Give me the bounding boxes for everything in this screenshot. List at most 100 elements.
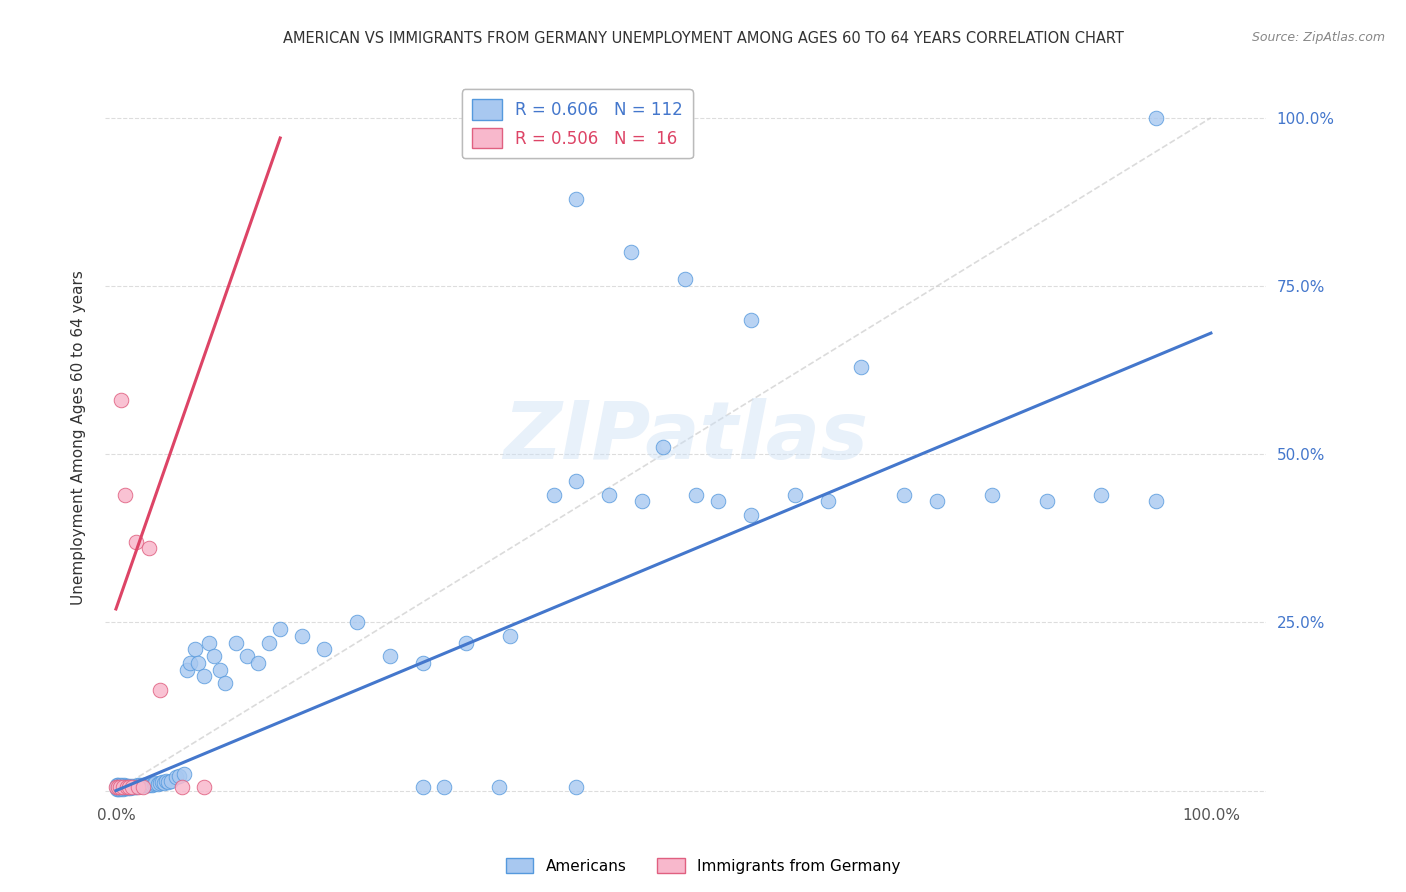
Point <box>127 780 149 795</box>
Point <box>138 778 160 792</box>
Point <box>236 649 259 664</box>
Point <box>129 778 152 792</box>
Point <box>291 629 314 643</box>
Point <box>114 780 136 795</box>
Point <box>817 494 839 508</box>
Point <box>111 780 134 795</box>
Point <box>132 778 155 792</box>
Point <box>107 781 129 796</box>
Point <box>619 245 641 260</box>
Point <box>193 780 215 795</box>
Point <box>105 778 128 792</box>
Text: Source: ZipAtlas.com: Source: ZipAtlas.com <box>1251 31 1385 45</box>
Point <box>114 487 136 501</box>
Point <box>110 393 132 408</box>
Point <box>169 769 191 783</box>
Point <box>115 779 138 793</box>
Point <box>110 780 132 794</box>
Point <box>652 111 675 125</box>
Point <box>214 676 236 690</box>
Point <box>110 780 132 795</box>
Point <box>433 780 456 795</box>
Point <box>129 779 152 793</box>
Point <box>105 781 128 796</box>
Point <box>114 780 136 795</box>
Point <box>120 780 142 794</box>
Point <box>893 487 915 501</box>
Point <box>118 780 141 795</box>
Point <box>312 642 335 657</box>
Point <box>179 656 201 670</box>
Point <box>630 494 652 508</box>
Point <box>740 508 762 522</box>
Point <box>125 779 148 793</box>
Point <box>184 642 207 657</box>
Point <box>117 780 139 795</box>
Point <box>204 649 226 664</box>
Point <box>488 780 510 795</box>
Point <box>110 780 132 795</box>
Point <box>121 780 143 795</box>
Point <box>740 312 762 326</box>
Point <box>108 780 131 795</box>
Point <box>193 669 215 683</box>
Point <box>124 780 146 795</box>
Point <box>1090 487 1112 501</box>
Point <box>257 635 280 649</box>
Point <box>176 663 198 677</box>
Point <box>707 494 730 508</box>
Y-axis label: Unemployment Among Ages 60 to 64 years: Unemployment Among Ages 60 to 64 years <box>72 270 86 605</box>
Point <box>173 767 195 781</box>
Point <box>543 487 565 501</box>
Point <box>112 780 135 794</box>
Point <box>247 656 270 670</box>
Point <box>111 779 134 793</box>
Point <box>107 780 129 795</box>
Point <box>170 780 193 795</box>
Point <box>120 780 142 795</box>
Legend: Americans, Immigrants from Germany: Americans, Immigrants from Germany <box>499 852 907 880</box>
Legend: R = 0.606   N = 112, R = 0.506   N =  16: R = 0.606 N = 112, R = 0.506 N = 16 <box>461 89 693 159</box>
Point <box>143 776 166 790</box>
Point <box>104 780 127 795</box>
Point <box>598 487 620 501</box>
Point <box>134 778 156 792</box>
Point <box>565 474 588 488</box>
Point <box>132 780 155 795</box>
Point <box>1144 111 1167 125</box>
Point <box>412 656 434 670</box>
Point <box>565 780 588 795</box>
Point <box>146 777 169 791</box>
Point <box>153 775 176 789</box>
Point <box>927 494 949 508</box>
Point <box>122 780 145 794</box>
Point <box>112 778 135 792</box>
Point <box>783 487 806 501</box>
Point <box>187 656 209 670</box>
Point <box>110 780 132 795</box>
Point <box>685 487 707 501</box>
Point <box>121 779 143 793</box>
Point <box>111 781 134 796</box>
Point <box>269 622 291 636</box>
Point <box>114 779 136 793</box>
Point <box>673 272 696 286</box>
Point <box>118 779 141 793</box>
Point <box>150 775 173 789</box>
Point <box>107 780 129 795</box>
Point <box>198 635 221 649</box>
Point <box>346 615 368 630</box>
Point <box>412 780 434 795</box>
Point <box>128 779 150 793</box>
Point <box>141 778 163 792</box>
Point <box>134 778 156 792</box>
Point <box>225 635 247 649</box>
Point <box>165 770 187 784</box>
Point <box>149 775 172 789</box>
Point <box>1035 494 1057 508</box>
Point <box>105 780 128 795</box>
Point <box>565 192 588 206</box>
Point <box>110 778 132 792</box>
Point <box>117 780 139 794</box>
Point <box>115 780 138 795</box>
